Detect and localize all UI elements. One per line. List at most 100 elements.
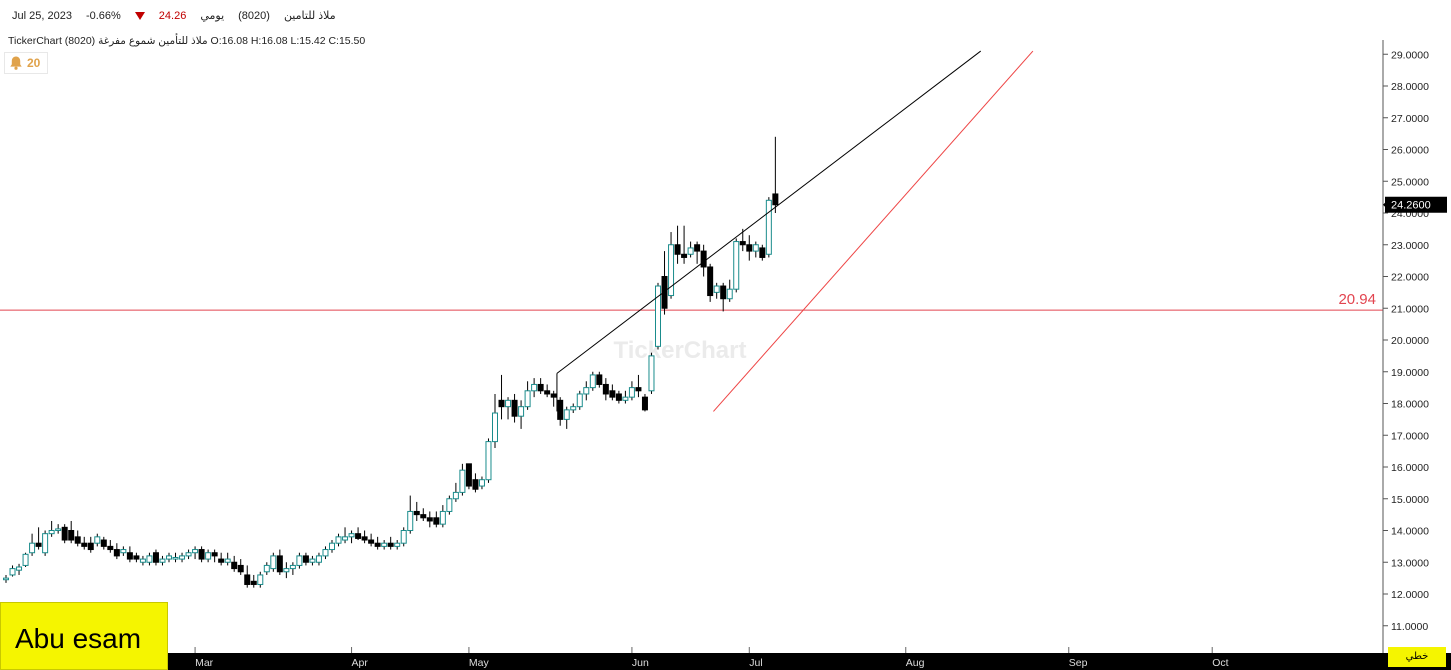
candle (361, 530, 368, 544)
candle-body (159, 558, 166, 563)
candle-body (765, 199, 772, 255)
candle-body (726, 288, 733, 300)
candle (596, 371, 603, 388)
candle-body (589, 374, 596, 389)
candle-body (576, 393, 583, 408)
x-tick-label: Apr (352, 657, 369, 669)
candle (3, 574, 9, 583)
candle-body (439, 510, 446, 525)
candle-body (107, 545, 114, 551)
candle (322, 546, 329, 560)
trendlines-group (556, 50, 1034, 412)
bell-icon (10, 56, 22, 70)
candle-body (544, 390, 551, 395)
candle (329, 540, 335, 553)
candle-body (681, 253, 688, 258)
candle-body (185, 552, 192, 557)
candle-body (602, 383, 609, 395)
candle-body (179, 555, 186, 560)
candle-body (557, 399, 564, 420)
symbol-name[interactable]: ملاذ للتامين (283, 10, 336, 22)
candle-body (700, 250, 707, 268)
candle (661, 251, 668, 315)
candle-body (413, 510, 420, 516)
candle-body (720, 285, 727, 300)
candle-body (733, 241, 740, 290)
candle-body (537, 383, 544, 392)
ohlc-line: TickerChart ملاذ للتأمين شموع مفرغة (802… (8, 35, 366, 47)
line-mode-button[interactable]: خطي (1388, 647, 1446, 667)
candle (244, 565, 251, 588)
candle (152, 549, 159, 566)
candle (681, 225, 688, 264)
y-tick-label: 15.0000 (1391, 494, 1429, 506)
candle (237, 559, 244, 575)
candle-body (609, 390, 616, 398)
y-tick-label: 23.0000 (1391, 240, 1429, 252)
symbol-code[interactable]: (8020) (238, 9, 270, 22)
candle-body (22, 553, 29, 566)
candle (68, 520, 75, 544)
candle-body (381, 542, 388, 547)
candle-body (472, 479, 479, 490)
trendline-lower[interactable] (713, 50, 1034, 412)
candle-body (100, 539, 107, 547)
candle-body (3, 577, 9, 581)
candle-body (68, 530, 75, 541)
candle-body (48, 530, 55, 535)
candle (694, 241, 701, 264)
candle-body (492, 412, 498, 443)
candle-body (674, 244, 681, 255)
candle-body (166, 555, 172, 560)
candle-body (263, 564, 270, 573)
candle (726, 279, 733, 302)
candle-body (309, 558, 316, 563)
candle (700, 244, 707, 277)
candle-body (198, 549, 205, 560)
candle-body (420, 514, 427, 519)
candle (628, 381, 635, 401)
candle (55, 524, 62, 534)
candle (257, 571, 264, 588)
watermark: TickerChart (614, 337, 747, 364)
candle-body (446, 498, 453, 512)
candle-body (87, 542, 94, 551)
candle (746, 235, 753, 261)
y-axis: 29.000028.000027.000026.000025.000024.00… (1382, 40, 1447, 653)
symbol-header: Jul 25, 2023 -0.66% 24.26 يومي (8020) مل… (12, 9, 336, 23)
candle (205, 549, 212, 563)
candle (270, 552, 277, 572)
candle (250, 574, 257, 588)
candle-body (192, 549, 199, 554)
candle (439, 505, 446, 528)
candle (759, 244, 766, 261)
candle (407, 495, 414, 534)
y-tick-label: 13.0000 (1391, 557, 1429, 569)
candle (394, 540, 401, 550)
candle (498, 374, 505, 420)
candle (602, 378, 609, 401)
candle (342, 527, 349, 544)
candle-body (570, 406, 577, 411)
candle (100, 536, 107, 550)
candle (505, 397, 512, 420)
trendline-upper[interactable] (556, 50, 982, 374)
y-tick-label: 14.0000 (1391, 526, 1429, 538)
candle-body (224, 558, 231, 563)
candle (276, 549, 283, 575)
candle-body (694, 244, 701, 252)
candle (772, 136, 779, 213)
candle (296, 552, 303, 569)
candle (720, 282, 727, 312)
alerts-button[interactable]: 20 (4, 52, 48, 74)
candle (576, 390, 583, 410)
candle-body (29, 542, 36, 554)
period-label[interactable]: يومي (200, 10, 225, 22)
candle (16, 563, 23, 575)
y-tick-label: 22.0000 (1391, 272, 1429, 284)
candle (615, 390, 622, 404)
candle (263, 562, 270, 575)
down-arrow-icon (134, 11, 145, 20)
candle-body (498, 399, 505, 408)
